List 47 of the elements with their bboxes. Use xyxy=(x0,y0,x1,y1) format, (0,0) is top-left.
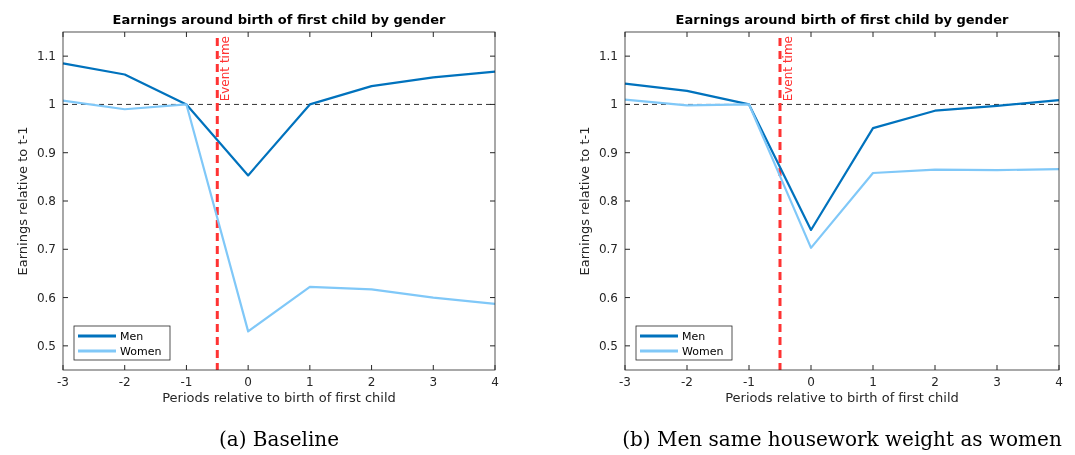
y-tick-label: 0.9 xyxy=(598,145,618,160)
x-tick-label: -1 xyxy=(180,375,193,389)
x-tick-label: 3 xyxy=(429,375,438,389)
x-tick-label: 1 xyxy=(869,375,877,389)
x-tick-label: -3 xyxy=(57,375,69,389)
x-tick-label: -2 xyxy=(681,375,693,389)
y-tick-label: 0.9 xyxy=(36,145,56,160)
y-tick-label: 0.6 xyxy=(598,290,618,305)
text: (a) Baseline xyxy=(218,427,340,451)
x-tick-label: 4 xyxy=(491,375,499,389)
y-tick-label: 1 xyxy=(48,97,56,112)
legend-label: Women xyxy=(120,345,162,358)
line-series xyxy=(61,99,497,333)
y-tick-label: 0.8 xyxy=(598,194,618,208)
line-series xyxy=(623,98,1061,249)
x-tick-label: -1 xyxy=(743,375,755,389)
y-axis-title: Earnings relative to t-1 xyxy=(15,126,30,276)
x-axis-title: Periods relative to birth of first child xyxy=(162,390,396,405)
x-tick-label: 3 xyxy=(993,375,1001,389)
y-tick-label: 1 xyxy=(610,97,618,112)
legend-label: Women xyxy=(682,345,724,358)
x-tick-label: 2 xyxy=(931,375,939,389)
legend-label: Men xyxy=(682,330,706,343)
ref-line-label: Event time xyxy=(218,36,233,102)
y-tick-label: 1.1 xyxy=(598,49,618,64)
x-tick-label: 1 xyxy=(306,375,314,389)
y-tick-label: 1.1 xyxy=(36,49,56,64)
y-tick-label: 0.8 xyxy=(36,194,56,208)
x-tick-label: -3 xyxy=(619,375,631,389)
legend-label: Men xyxy=(120,330,144,343)
x-tick-label: 0 xyxy=(244,375,252,389)
chart-title: Earnings around birth of first child by gender xyxy=(112,12,446,27)
y-tick-label: 0.5 xyxy=(36,338,56,353)
line-series xyxy=(61,62,497,177)
y-tick-label: 0.7 xyxy=(598,242,618,257)
y-tick-label: 0.5 xyxy=(598,338,618,353)
x-tick-label: 4 xyxy=(1055,375,1063,389)
text: (b) Men same housework weight as women xyxy=(622,427,1062,451)
y-tick-label: 0.6 xyxy=(36,290,56,305)
y-tick-label: 0.7 xyxy=(36,242,56,257)
chart-title: Earnings around birth of first child by gender xyxy=(675,12,1009,27)
ref-line-label: Event time xyxy=(781,36,795,102)
x-tick-label: 2 xyxy=(367,375,376,389)
x-axis-title: Periods relative to birth of first child xyxy=(725,390,959,405)
x-tick-label: 0 xyxy=(807,375,815,389)
x-tick-label: -2 xyxy=(118,375,131,389)
y-axis-title: Earnings relative to t-1 xyxy=(577,126,592,276)
